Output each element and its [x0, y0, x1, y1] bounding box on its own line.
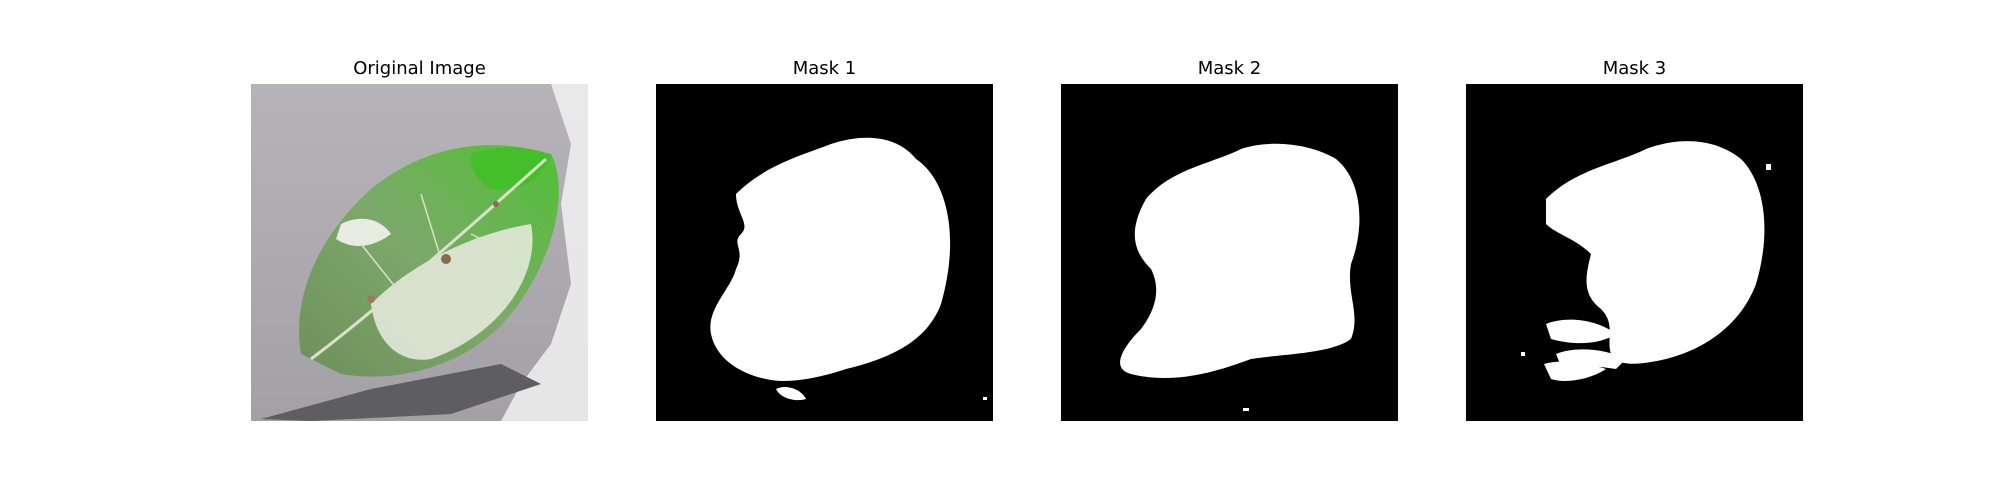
leaf-photo	[251, 84, 588, 421]
mask-1-title: Mask 1	[792, 58, 857, 79]
original-image-title: Original Image	[353, 58, 486, 79]
mask-1-panel	[656, 84, 993, 421]
mask-2-panel	[1061, 84, 1398, 421]
mask-3-panel	[1466, 84, 1803, 421]
mask-1-image	[656, 84, 993, 421]
original-image-panel	[251, 84, 588, 421]
mask-2-title: Mask 2	[1197, 58, 1262, 79]
mask-2-image	[1061, 84, 1398, 421]
mask-3-image	[1466, 84, 1803, 421]
mask-3-title: Mask 3	[1602, 58, 1667, 79]
